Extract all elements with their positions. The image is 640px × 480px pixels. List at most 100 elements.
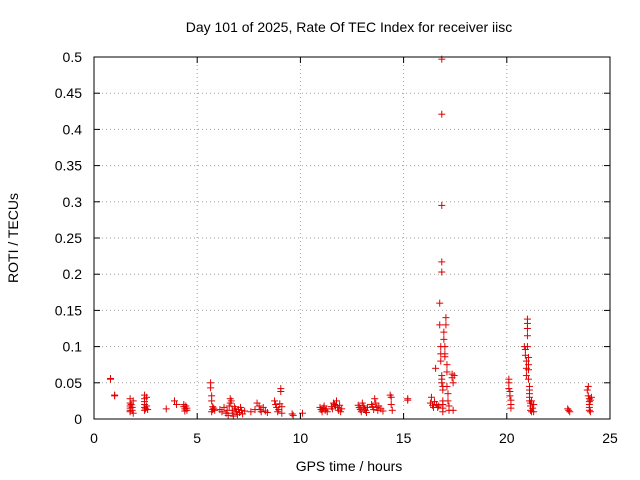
y-tick-label: 0.25: [55, 230, 82, 246]
data-point: [129, 397, 137, 405]
data-point: [255, 402, 263, 410]
data-point: [211, 406, 219, 414]
data-point: [111, 392, 119, 400]
data-point: [438, 110, 446, 118]
x-tick-label: 5: [193, 430, 201, 446]
data-point: [207, 384, 215, 392]
data-point: [444, 390, 452, 398]
y-tick-label: 0.3: [63, 194, 83, 210]
data-point: [443, 368, 451, 376]
data-point: [443, 382, 451, 390]
data-point: [443, 361, 451, 369]
data-point: [173, 401, 181, 409]
data-point: [272, 401, 280, 409]
x-axis-title: GPS time / hours: [296, 458, 403, 474]
data-point: [371, 395, 379, 403]
data-point: [438, 268, 446, 276]
data-point: [584, 392, 592, 400]
data-point: [144, 406, 152, 414]
data-point: [587, 393, 595, 401]
data-point: [143, 402, 151, 410]
data-points: [107, 55, 595, 420]
data-point: [289, 411, 297, 419]
data-point: [439, 386, 447, 394]
data-point: [438, 201, 446, 209]
data-point: [441, 353, 449, 361]
y-tick-label: 0.2: [63, 266, 83, 282]
data-point: [225, 402, 233, 410]
data-point: [220, 403, 228, 411]
data-point: [369, 403, 377, 411]
data-point: [530, 401, 538, 409]
data-point: [218, 408, 226, 416]
data-point: [427, 393, 435, 401]
data-point: [141, 406, 149, 414]
data-point: [436, 299, 444, 307]
data-point: [278, 403, 286, 411]
data-point: [566, 408, 574, 416]
y-tick-label: 0.15: [55, 302, 82, 318]
data-point: [387, 401, 395, 409]
y-tick-label: 0.1: [63, 339, 83, 355]
data-point: [585, 406, 593, 414]
data-point: [586, 396, 594, 404]
data-point: [449, 379, 457, 387]
data-point: [439, 408, 447, 416]
data-point: [263, 408, 271, 416]
data-point: [387, 393, 395, 401]
x-tick-label: 25: [602, 430, 618, 446]
y-axis-title: ROTI / TECUs: [5, 193, 21, 283]
data-point: [128, 406, 136, 414]
data-point: [275, 406, 283, 414]
y-tick-label: 0: [74, 411, 82, 427]
chart-title: Day 101 of 2025, Rate Of TEC Index for r…: [186, 19, 513, 35]
data-point: [338, 405, 346, 413]
data-point: [442, 321, 450, 329]
x-tick-label: 0: [90, 430, 98, 446]
data-point: [523, 343, 531, 351]
y-tick-label: 0.45: [55, 85, 82, 101]
data-point: [322, 405, 330, 413]
data-point: [444, 397, 452, 405]
data-point: [438, 258, 446, 266]
data-point: [358, 399, 366, 407]
data-point: [143, 393, 151, 401]
data-point: [357, 408, 365, 416]
data-point: [437, 357, 445, 365]
data-point: [522, 372, 530, 380]
data-point: [507, 404, 515, 412]
x-tick-label: 20: [499, 430, 515, 446]
axis-ticks: [93, 56, 611, 420]
data-point: [529, 404, 537, 412]
data-point: [228, 409, 236, 417]
data-point: [524, 375, 532, 383]
data-point: [127, 401, 135, 409]
data-point: [388, 406, 396, 414]
data-point: [162, 405, 170, 413]
data-point: [333, 397, 341, 405]
data-point: [528, 397, 536, 405]
data-point: [259, 403, 267, 411]
data-point: [506, 392, 514, 400]
data-point: [432, 364, 440, 372]
data-point: [328, 405, 336, 413]
data-point: [224, 411, 232, 419]
x-tick-label: 15: [396, 430, 412, 446]
data-point: [247, 408, 255, 416]
data-point: [241, 407, 249, 415]
x-tick-label: 10: [293, 430, 309, 446]
data-point: [238, 406, 246, 414]
data-point: [442, 314, 450, 322]
data-point: [107, 375, 115, 383]
data-point: [524, 366, 532, 374]
data-point: [129, 409, 137, 417]
tick-labels: 0 5 10 15 20 25 0 0.05 0.1 0.15 0.2 0.25 0.3 0.35 0.4 0…: [55, 49, 618, 446]
data-point: [229, 412, 237, 420]
data-point: [524, 353, 532, 361]
data-point: [565, 406, 573, 414]
data-point: [434, 403, 442, 411]
data-point: [586, 408, 594, 416]
data-point: [379, 407, 387, 415]
